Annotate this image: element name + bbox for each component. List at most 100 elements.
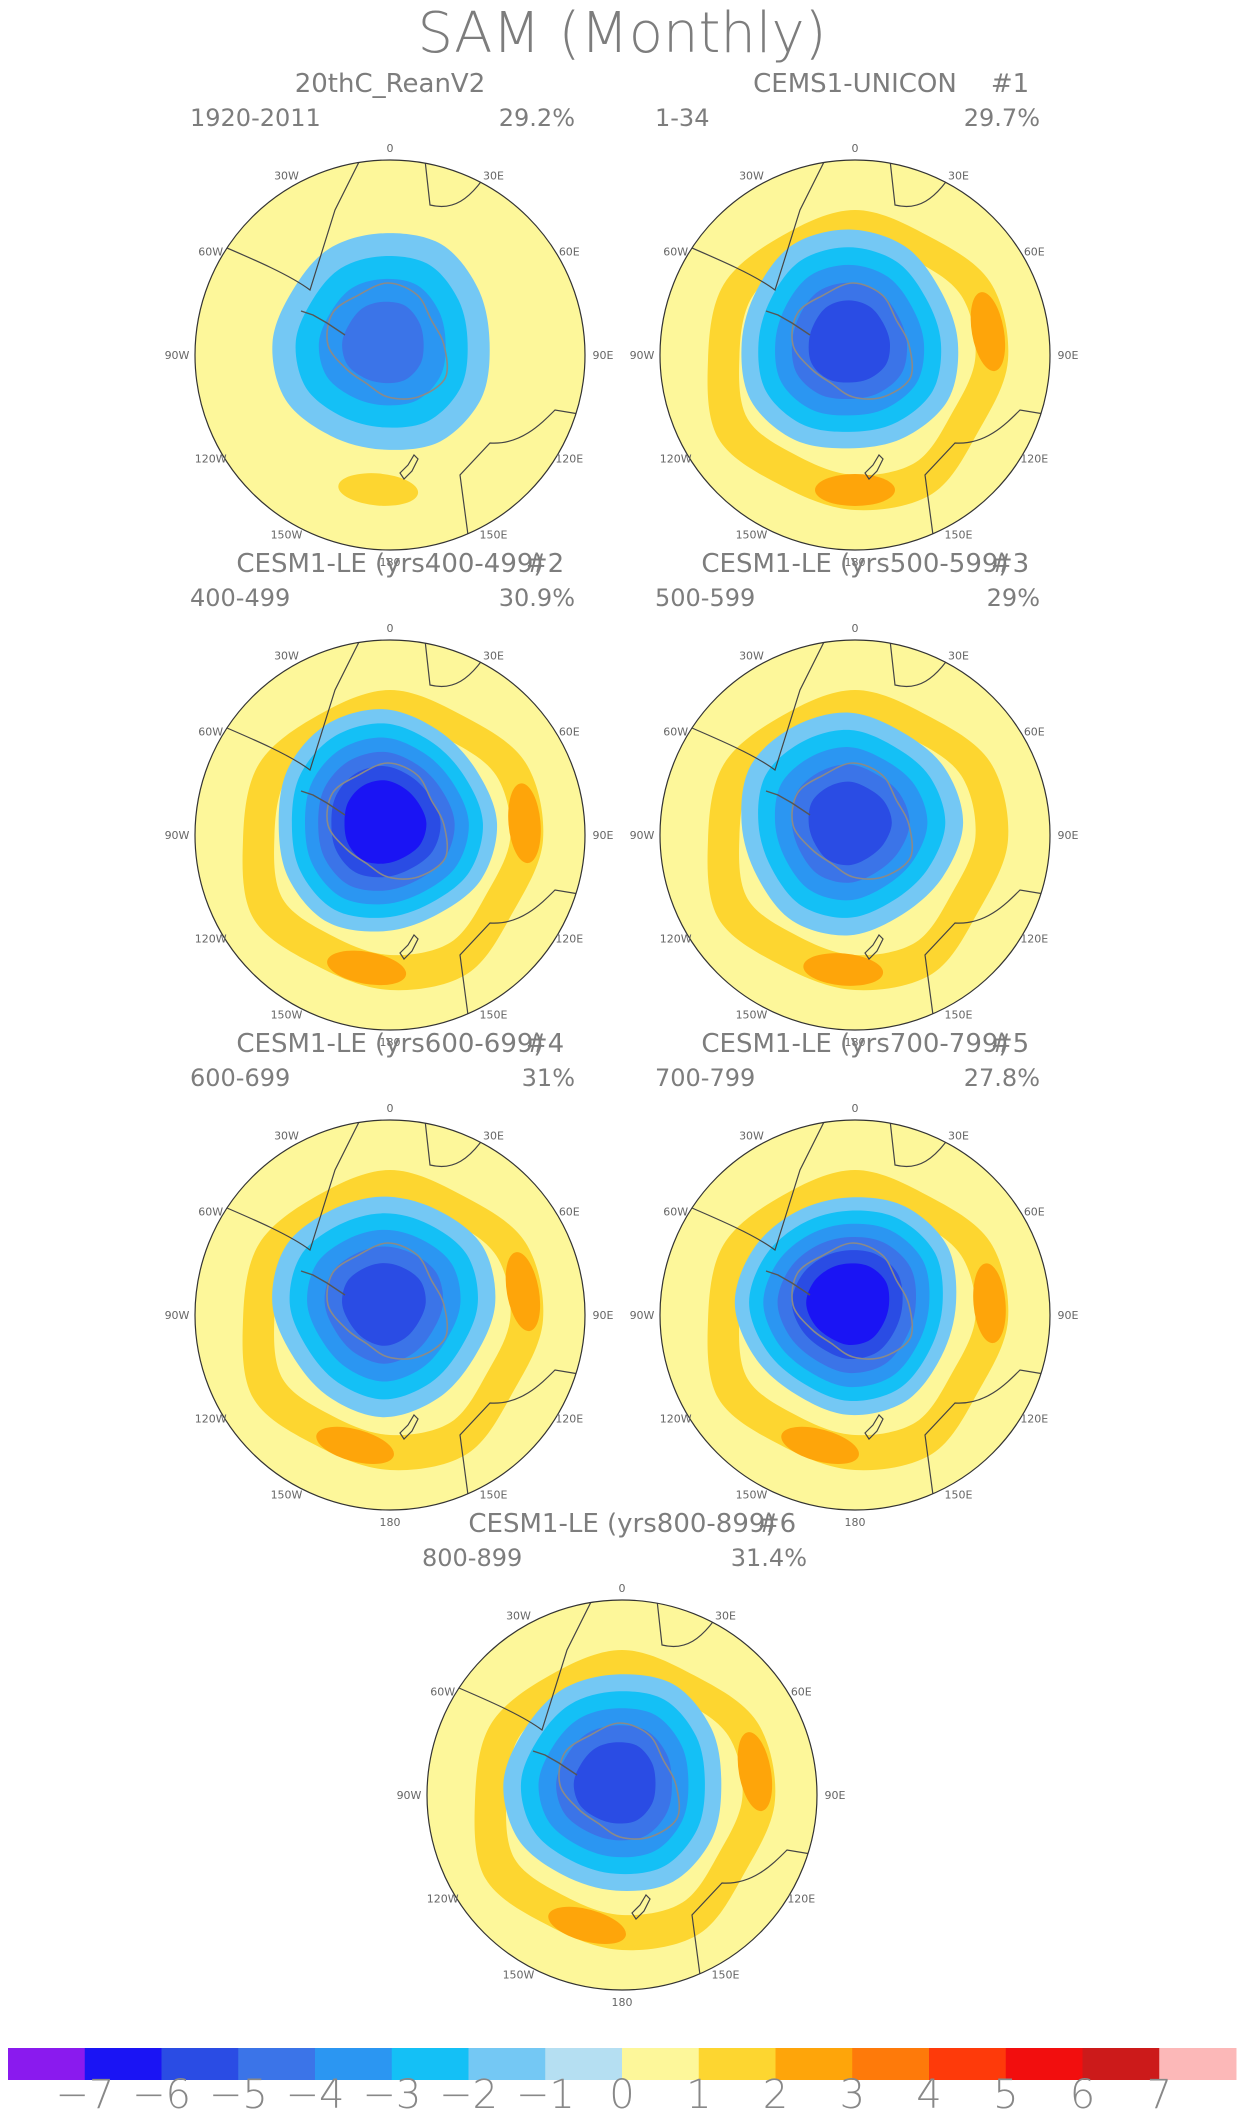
antarctic-peninsula	[765, 310, 811, 336]
colorbar-swatch	[1159, 2048, 1237, 2080]
map-field	[427, 1600, 817, 1990]
longitude-label: 90W	[630, 349, 655, 362]
panel-years: 800-899	[422, 1544, 522, 1572]
longitude-label: 120E	[787, 1893, 815, 1906]
colorbar-label: −6	[132, 2072, 191, 2113]
panel-variance-pct: 29%	[987, 584, 1040, 612]
map-border	[194, 639, 586, 1031]
positive-anomaly-spot	[548, 1906, 626, 1945]
antarctica-coastline	[326, 1242, 449, 1360]
colorbar-swatch	[1082, 2048, 1160, 2080]
colorbar-swatch	[161, 2048, 239, 2080]
longitude-label: 150E	[480, 1008, 508, 1021]
longitude-label: 90W	[165, 829, 190, 842]
longitude-label: 30W	[274, 170, 299, 183]
longitude-label: 150E	[945, 1008, 973, 1021]
panel-title: CESM1-LE (yrs800-899)	[468, 1509, 775, 1539]
longitude-label: 150E	[480, 1488, 508, 1501]
map-border	[659, 1119, 1051, 1511]
longitude-label: 120E	[1020, 453, 1048, 466]
negative-anomaly-contour	[806, 1263, 890, 1346]
map-border	[194, 1119, 586, 1511]
longitude-label: 60E	[559, 1206, 580, 1219]
colorbar-swatch	[8, 2048, 86, 2080]
colorbar-swatch	[238, 2048, 316, 2080]
negative-anomaly-contour	[808, 300, 890, 383]
longitude-label: 0	[852, 622, 859, 635]
antarctic-peninsula	[765, 790, 811, 816]
south-america-coastline	[684, 160, 826, 291]
australia-coastline	[459, 409, 585, 550]
south-america-coastline	[219, 160, 361, 291]
colorbar-label: −1	[516, 2072, 575, 2113]
south-america-coastline	[684, 1120, 826, 1251]
longitude-label: 180	[845, 1516, 866, 1529]
colorbar-label: 7	[1147, 2072, 1172, 2113]
colorbar-swatch	[1005, 2048, 1083, 2080]
panel-title: CESM1-LE (yrs500-599)	[701, 549, 1008, 579]
panel-title: CESM1-LE (yrs400-499)	[236, 549, 543, 579]
positive-anomaly-spot	[973, 1263, 1006, 1344]
longitude-label: 0	[852, 142, 859, 155]
longitude-label: 120W	[660, 933, 692, 946]
new-zealand-coastline	[399, 1414, 419, 1440]
longitude-label: 60E	[1024, 726, 1045, 739]
longitude-label: 60W	[198, 1206, 223, 1219]
longitude-label: 30E	[948, 650, 969, 663]
panel-variance-pct: 29.2%	[499, 104, 575, 132]
map-panel: 20thC_ReanV2 1920-2011 29.2% 0 30E 60E 90E 120E…	[165, 69, 614, 569]
map-panel: CESM1-LE (yrs400-499)#2 400-499 30.9% 0 30E 6…	[165, 549, 614, 1049]
longitude-label: 90W	[630, 1309, 655, 1322]
map-panel: CESM1-LE (yrs700-799)#5 700-799 27.8% 0 30E 6…	[630, 1029, 1079, 1529]
panel-title: CESM1-LE (yrs700-799)	[701, 1029, 1008, 1059]
longitude-label: 150W	[271, 1488, 303, 1501]
longitude-label: 30E	[483, 650, 504, 663]
negative-anomaly-contour	[342, 301, 424, 384]
positive-anomaly-spot	[508, 783, 541, 864]
longitude-label: 60W	[663, 1206, 688, 1219]
longitude-label: 30W	[739, 1130, 764, 1143]
longitude-label: 60E	[1024, 246, 1045, 259]
colorbar-swatch	[391, 2048, 469, 2080]
panel-variance-pct: 27.8%	[964, 1064, 1040, 1092]
longitude-label: 120W	[660, 1413, 692, 1426]
longitude-label: 120W	[195, 453, 227, 466]
longitude-label: 180	[845, 1036, 866, 1049]
longitude-label: 150W	[271, 528, 303, 541]
map-border	[659, 639, 1051, 1031]
longitude-label: 30W	[739, 170, 764, 183]
longitude-label: 150E	[712, 1968, 740, 1981]
longitude-label: 30W	[274, 650, 299, 663]
panel-tag: #6	[758, 1509, 796, 1539]
longitude-label: 30E	[483, 170, 504, 183]
longitude-label: 180	[612, 1996, 633, 2009]
longitude-label: 60W	[430, 1686, 455, 1699]
map-panel: CESM1-LE (yrs800-899)#6 800-899 31.4% 0 30E 6…	[397, 1509, 846, 2009]
australia-coastline	[459, 889, 585, 1030]
map-field	[195, 1120, 585, 1510]
colorbar-swatch	[622, 2048, 700, 2080]
longitude-label: 90E	[1058, 1309, 1079, 1322]
longitude-label: 0	[619, 1582, 626, 1595]
new-zealand-coastline	[864, 1414, 884, 1440]
colorbar-label: 4	[916, 2072, 941, 2113]
map-field	[660, 640, 1050, 1030]
longitude-label: 180	[380, 556, 401, 569]
longitude-label: 60W	[198, 726, 223, 739]
longitude-label: 30E	[715, 1610, 736, 1623]
colorbar-swatch	[545, 2048, 623, 2080]
positive-anomaly-spot	[970, 292, 1006, 372]
antarctica-coastline	[558, 1722, 681, 1840]
panel-variance-pct: 31.4%	[731, 1544, 807, 1572]
figure-title: SAM (Monthly)	[418, 1, 827, 66]
panel-years: 600-699	[190, 1064, 290, 1092]
longitude-label: 150W	[736, 1008, 768, 1021]
new-zealand-coastline	[631, 1894, 651, 1920]
map-field	[195, 640, 585, 1030]
panel-tag: #5	[991, 1029, 1029, 1059]
longitude-label: 150W	[271, 1008, 303, 1021]
new-zealand-coastline	[399, 454, 419, 480]
colorbar-swatch	[775, 2048, 853, 2080]
longitude-label: 150W	[736, 528, 768, 541]
